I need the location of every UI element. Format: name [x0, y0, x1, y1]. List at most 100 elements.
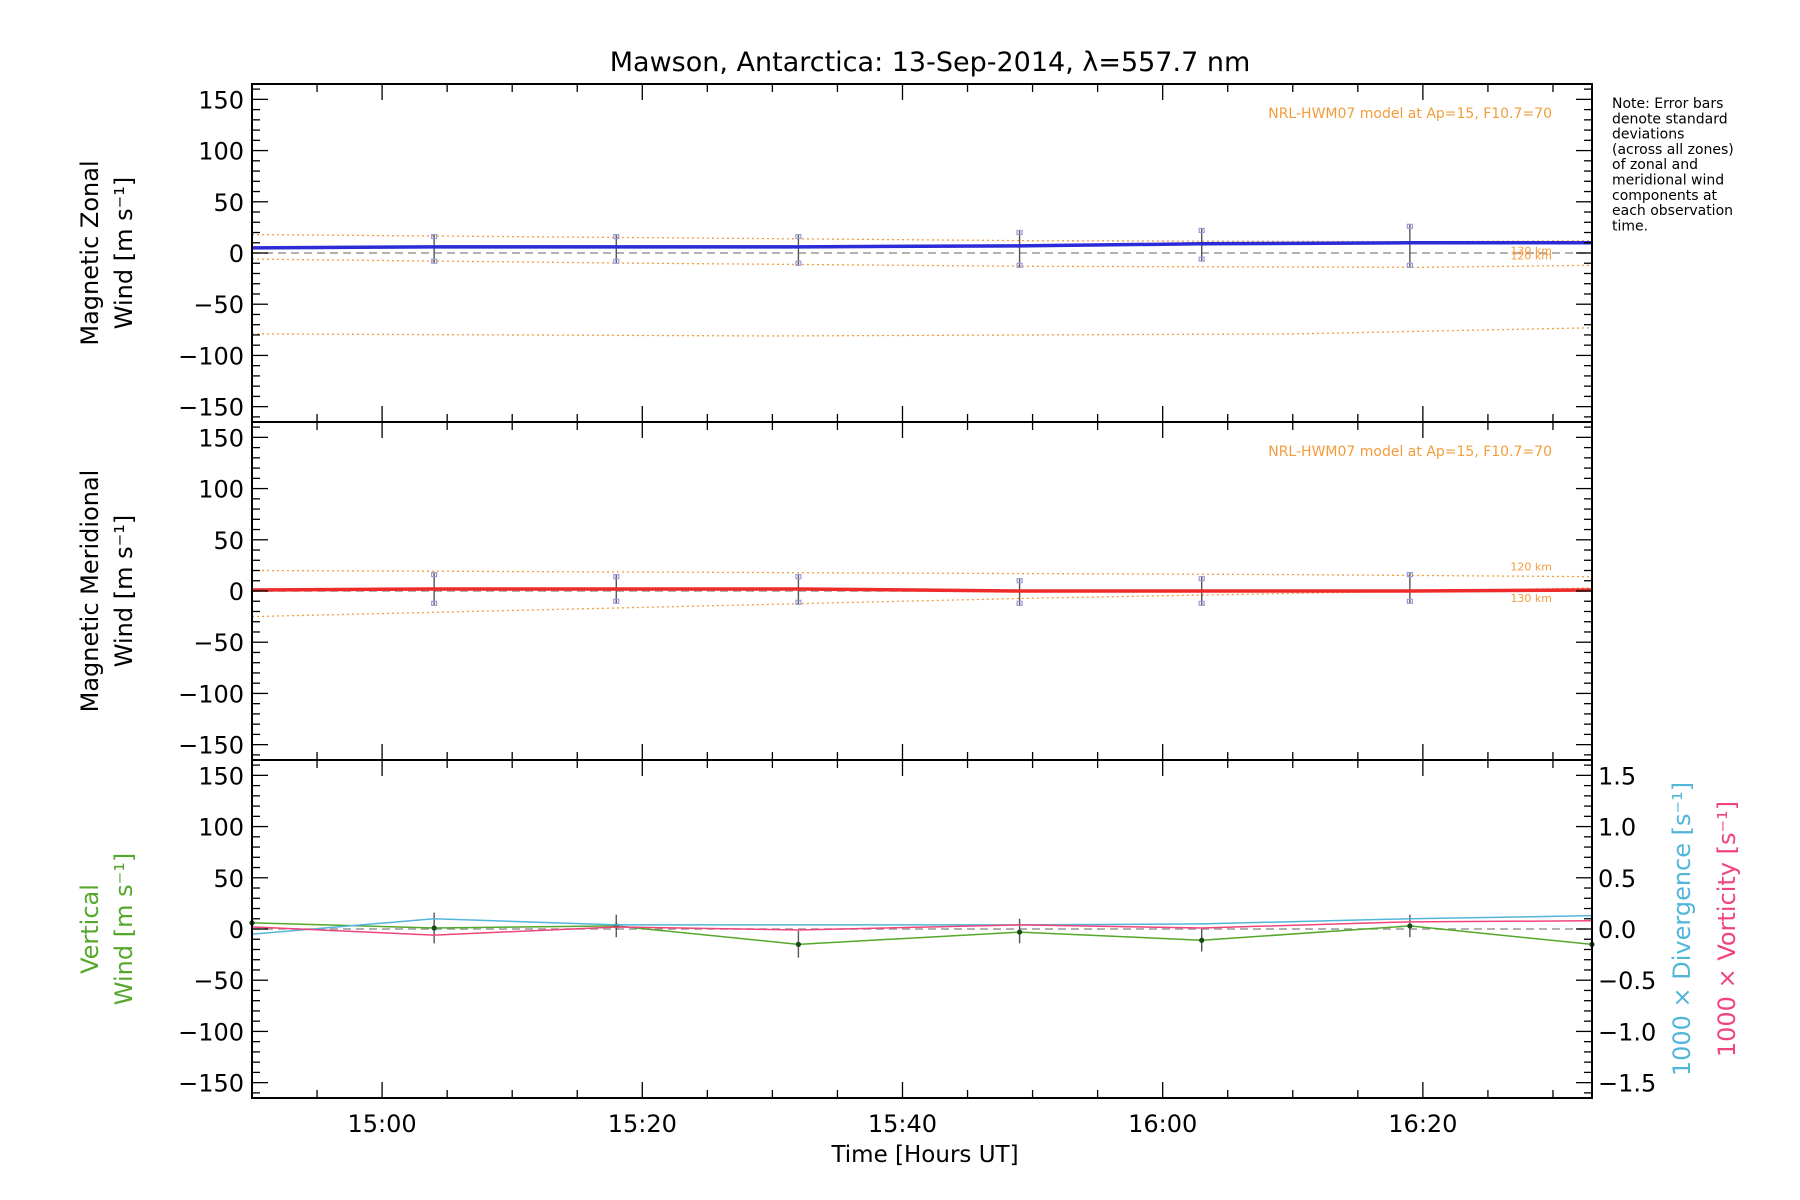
y-tick-label: −100: [178, 680, 244, 708]
x-tick-label: 15:40: [868, 1110, 937, 1138]
series-line-1: [251, 241, 1592, 250]
zone-marker: [1406, 598, 1413, 604]
data-point: [1407, 923, 1413, 929]
x-tick-label: 15:00: [348, 1110, 417, 1138]
y-tick-label: 50: [213, 527, 244, 555]
y-tick-label: 0: [229, 916, 244, 944]
note-line: components at: [1612, 188, 1718, 204]
model-line-2: [251, 587, 1593, 618]
panel-meridional: 120 km 130 km NRL-HWM07 model at Ap=15, F1…: [76, 421, 1593, 761]
y-axis-label: Vertical Wind [m s⁻¹]: [76, 853, 138, 1005]
y-tick-label: 150: [198, 762, 244, 790]
y-axis-label-line: Vertical: [76, 884, 104, 974]
zone-marker: [1016, 262, 1023, 268]
zone-marker: [613, 598, 620, 604]
y2-tick-label: 0.5: [1598, 865, 1636, 893]
y-tick-label: 50: [213, 865, 244, 893]
note-line: deviations: [1612, 127, 1684, 143]
y2-tick-label: −0.5: [1598, 967, 1656, 995]
y-tick-label: 150: [198, 424, 244, 452]
y-tick-label: 0: [229, 240, 244, 268]
zone-marker: [431, 600, 438, 606]
zone-marker: [1198, 227, 1205, 234]
y-tick-label: 100: [198, 814, 244, 842]
zone-marker: [1406, 571, 1413, 578]
zone-marker: [795, 260, 802, 266]
data-point: [795, 941, 802, 947]
zone-marker: [1198, 256, 1205, 262]
zone-marker: [1406, 223, 1413, 229]
note-line: (across all zones): [1612, 142, 1734, 158]
model-altitude-label: 130 km: [1510, 592, 1552, 605]
panel-vertical: 150 100 50 0 −50 −100 −150 15:00 15:20 15:40 16:00…: [76, 759, 1741, 1138]
series-line-3: [251, 920, 1593, 936]
y-tick-label: 100: [198, 476, 244, 504]
y-axis-label: Magnetic Zonal Wind [m s⁻¹]: [76, 160, 138, 345]
zone-marker: [613, 258, 620, 264]
zone-marker: [1198, 576, 1205, 582]
y-tick-label: −150: [178, 732, 244, 760]
y-tick-label: 50: [213, 189, 244, 217]
y-tick-label: −100: [178, 342, 244, 370]
y-tick-label: 150: [198, 86, 244, 114]
zone-marker: [613, 574, 620, 580]
y-axis-label: Magnetic Meridional Wind [m s⁻¹]: [76, 470, 138, 713]
model-altitude-label: 120 km: [1510, 249, 1552, 262]
y2-tick-label: 1.0: [1598, 814, 1636, 842]
zone-marker: [1016, 600, 1023, 606]
note-line: time.: [1612, 218, 1648, 234]
zone-marker: [1016, 578, 1023, 584]
y2-tick-label: 0.0: [1598, 916, 1636, 944]
y-axis-label-line: Wind [m s⁻¹]: [110, 853, 138, 1005]
model-label: NRL-HWM07 model at Ap=15, F10.7=70: [1268, 106, 1552, 122]
y-tick-label: 100: [198, 138, 244, 166]
model-label: NRL-HWM07 model at Ap=15, F10.7=70: [1268, 444, 1552, 460]
model-line-2: [251, 233, 1593, 243]
y2-axis-label: 1000 × Divergence [s⁻¹]: [1668, 782, 1696, 1076]
y2-tick-label: 1.5: [1598, 762, 1636, 790]
data-point: [431, 925, 437, 931]
y2-tick-label: −1.5: [1598, 1070, 1656, 1098]
model-line-1: [251, 569, 1593, 578]
zone-marker: [431, 258, 438, 264]
note-line: of zonal and: [1612, 157, 1698, 173]
y-axis-label-line: Wind [m s⁻¹]: [110, 177, 138, 329]
x-axis-label: Time [Hours UT]: [830, 1142, 1018, 1168]
x-tick-label: 15:20: [608, 1110, 677, 1138]
zone-marker: [613, 233, 620, 240]
note-line: meridional wind: [1612, 173, 1724, 189]
zone-marker: [795, 599, 802, 605]
series-line-2: [251, 914, 1593, 935]
zone-marker: [431, 233, 438, 240]
model-line-3: [251, 327, 1593, 337]
note-line: each observation: [1612, 203, 1733, 219]
y-tick-label: −150: [178, 1070, 244, 1098]
y-tick-label: −100: [178, 1018, 244, 1046]
data-point: [1199, 937, 1205, 943]
zone-marker: [795, 233, 802, 240]
y-tick-label: −50: [193, 967, 244, 995]
x-tick-label: 16:20: [1388, 1110, 1457, 1138]
zone-marker: [1198, 600, 1205, 606]
data-point: [1016, 929, 1023, 935]
x-tick-label: 16:00: [1128, 1110, 1197, 1138]
model-altitude-label: 130 km: [1510, 245, 1552, 258]
y-axis-label-line: Wind [m s⁻¹]: [110, 515, 138, 667]
series-line-1: [251, 922, 1593, 946]
model-line-1: [251, 258, 1593, 268]
y-axis-label-line: Magnetic Zonal: [76, 160, 104, 345]
y2-axis-label: 1000 × Vorticity [s⁻¹]: [1713, 801, 1741, 1057]
y-tick-label: −50: [193, 291, 244, 319]
zone-marker: [1016, 229, 1023, 236]
zone-marker: [431, 571, 438, 578]
zone-marker: [1406, 262, 1413, 268]
y2-tick-label: −1.0: [1598, 1018, 1656, 1046]
note-line: denote standard: [1612, 111, 1728, 127]
y-axis-label-line: Magnetic Meridional: [76, 470, 104, 713]
series-line-1: [251, 587, 1593, 593]
zone-marker: [795, 574, 802, 580]
